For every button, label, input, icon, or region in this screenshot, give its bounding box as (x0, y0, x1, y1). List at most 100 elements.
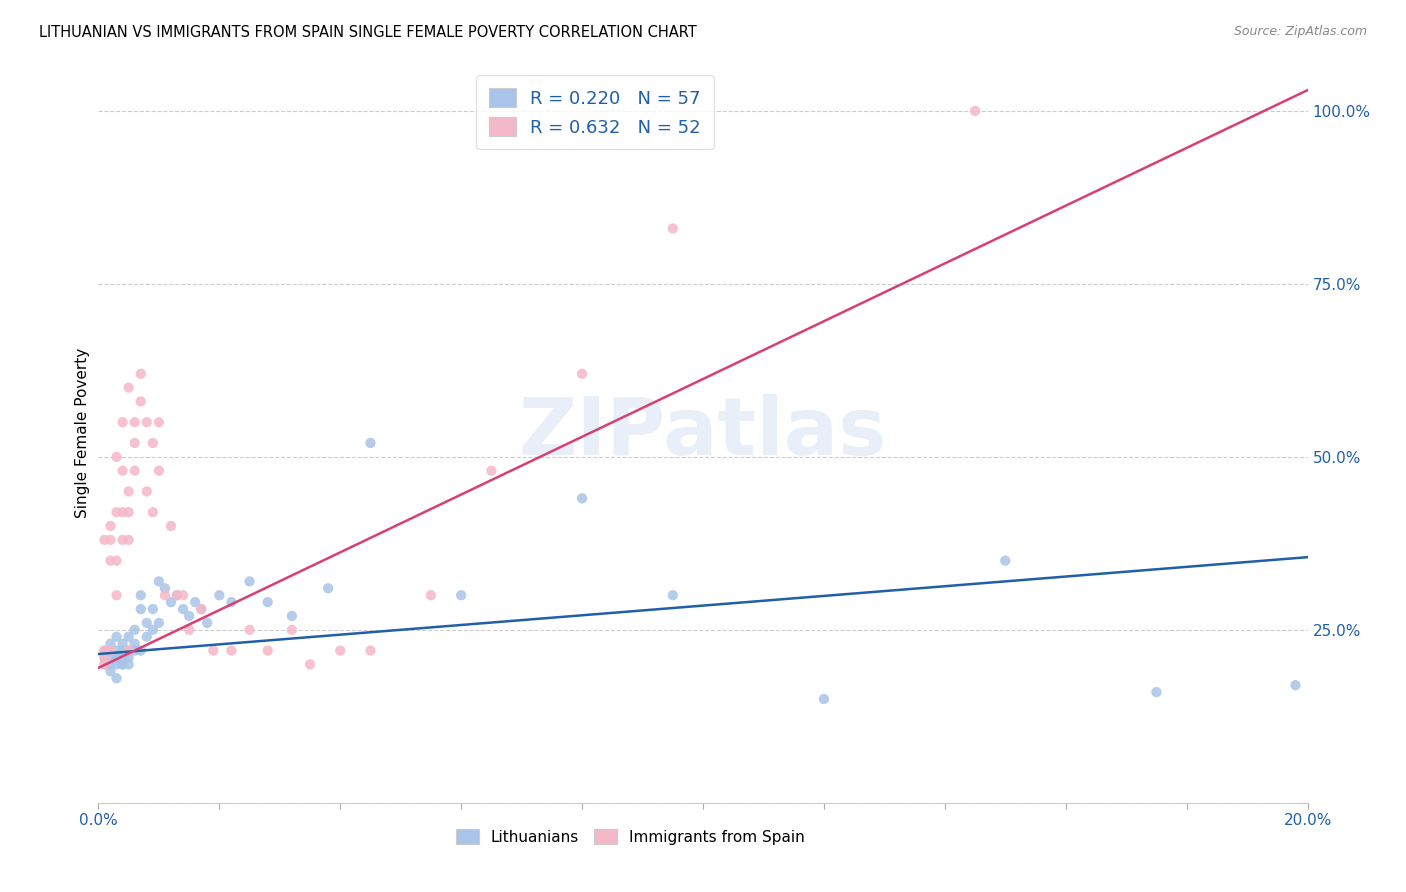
Point (190, 602, 212, 616)
Point (124, 623, 146, 637)
Point (118, 381, 141, 395)
Point (111, 637, 134, 651)
Point (316, 582, 339, 596)
Point (124, 643, 146, 657)
Point (105, 657, 128, 672)
Point (129, 588, 152, 602)
Point (111, 657, 134, 672)
Point (360, 643, 382, 657)
Point (93, 650, 115, 665)
Point (118, 643, 141, 657)
Point (93, 643, 115, 657)
Text: LITHUANIAN VS IMMIGRANTS FROM SPAIN SINGLE FEMALE POVERTY CORRELATION CHART: LITHUANIAN VS IMMIGRANTS FROM SPAIN SING… (39, 25, 697, 40)
Point (129, 602, 152, 616)
Point (281, 623, 304, 637)
Point (142, 436, 165, 450)
Point (481, 464, 503, 478)
Point (93, 657, 115, 672)
Point (93, 643, 115, 657)
Point (100, 554, 122, 568)
Point (661, 221, 683, 235)
Point (142, 602, 165, 616)
Point (179, 623, 201, 637)
Point (195, 615, 218, 630)
Point (360, 436, 382, 450)
Point (129, 394, 152, 409)
Point (118, 643, 141, 657)
Point (105, 650, 128, 665)
Point (129, 643, 152, 657)
Text: Source: ZipAtlas.com: Source: ZipAtlas.com (1233, 25, 1367, 38)
Point (1284, 678, 1306, 692)
Point (105, 650, 128, 665)
Point (179, 609, 201, 624)
Point (153, 582, 176, 596)
Point (994, 554, 1017, 568)
Point (111, 643, 134, 657)
Point (172, 602, 194, 616)
Point (118, 533, 141, 547)
Point (124, 637, 146, 651)
Point (571, 367, 593, 381)
Point (118, 505, 141, 519)
Point (105, 554, 128, 568)
Point (135, 415, 157, 429)
Point (100, 665, 122, 679)
Point (111, 415, 134, 429)
Point (281, 609, 304, 624)
Point (100, 643, 122, 657)
Point (118, 630, 141, 644)
Point (124, 415, 146, 429)
Point (160, 519, 183, 533)
Point (105, 643, 128, 657)
Point (329, 643, 352, 657)
Point (93, 533, 115, 547)
Point (100, 643, 122, 657)
Point (100, 637, 122, 651)
Point (118, 650, 141, 665)
Point (142, 505, 165, 519)
Point (172, 588, 194, 602)
Point (93, 657, 115, 672)
Point (420, 588, 443, 602)
Point (118, 484, 141, 499)
Y-axis label: Single Female Poverty: Single Female Poverty (75, 348, 90, 517)
Point (105, 505, 128, 519)
Point (221, 643, 243, 657)
Point (111, 650, 134, 665)
Point (111, 533, 134, 547)
Point (111, 464, 134, 478)
Point (135, 484, 157, 499)
Point (256, 643, 278, 657)
Point (100, 533, 122, 547)
Point (124, 436, 146, 450)
Point (100, 643, 122, 657)
Point (160, 595, 183, 609)
Point (571, 491, 593, 506)
Point (813, 692, 835, 706)
Point (190, 602, 212, 616)
Point (93, 650, 115, 665)
Point (166, 588, 188, 602)
Point (148, 574, 170, 589)
Point (153, 588, 176, 602)
Point (299, 657, 322, 672)
Point (1144, 685, 1167, 699)
Point (100, 657, 122, 672)
Point (148, 615, 170, 630)
Point (239, 574, 262, 589)
Point (105, 588, 128, 602)
Point (135, 630, 157, 644)
Point (111, 505, 134, 519)
Legend: Lithuanians, Immigrants from Spain: Lithuanians, Immigrants from Spain (450, 822, 811, 851)
Point (256, 595, 278, 609)
Point (105, 671, 128, 685)
Point (118, 657, 141, 672)
Point (450, 588, 472, 602)
Point (166, 588, 188, 602)
Text: ZIPatlas: ZIPatlas (519, 393, 887, 472)
Point (661, 588, 683, 602)
Point (111, 657, 134, 672)
Point (100, 650, 122, 665)
Point (105, 630, 128, 644)
